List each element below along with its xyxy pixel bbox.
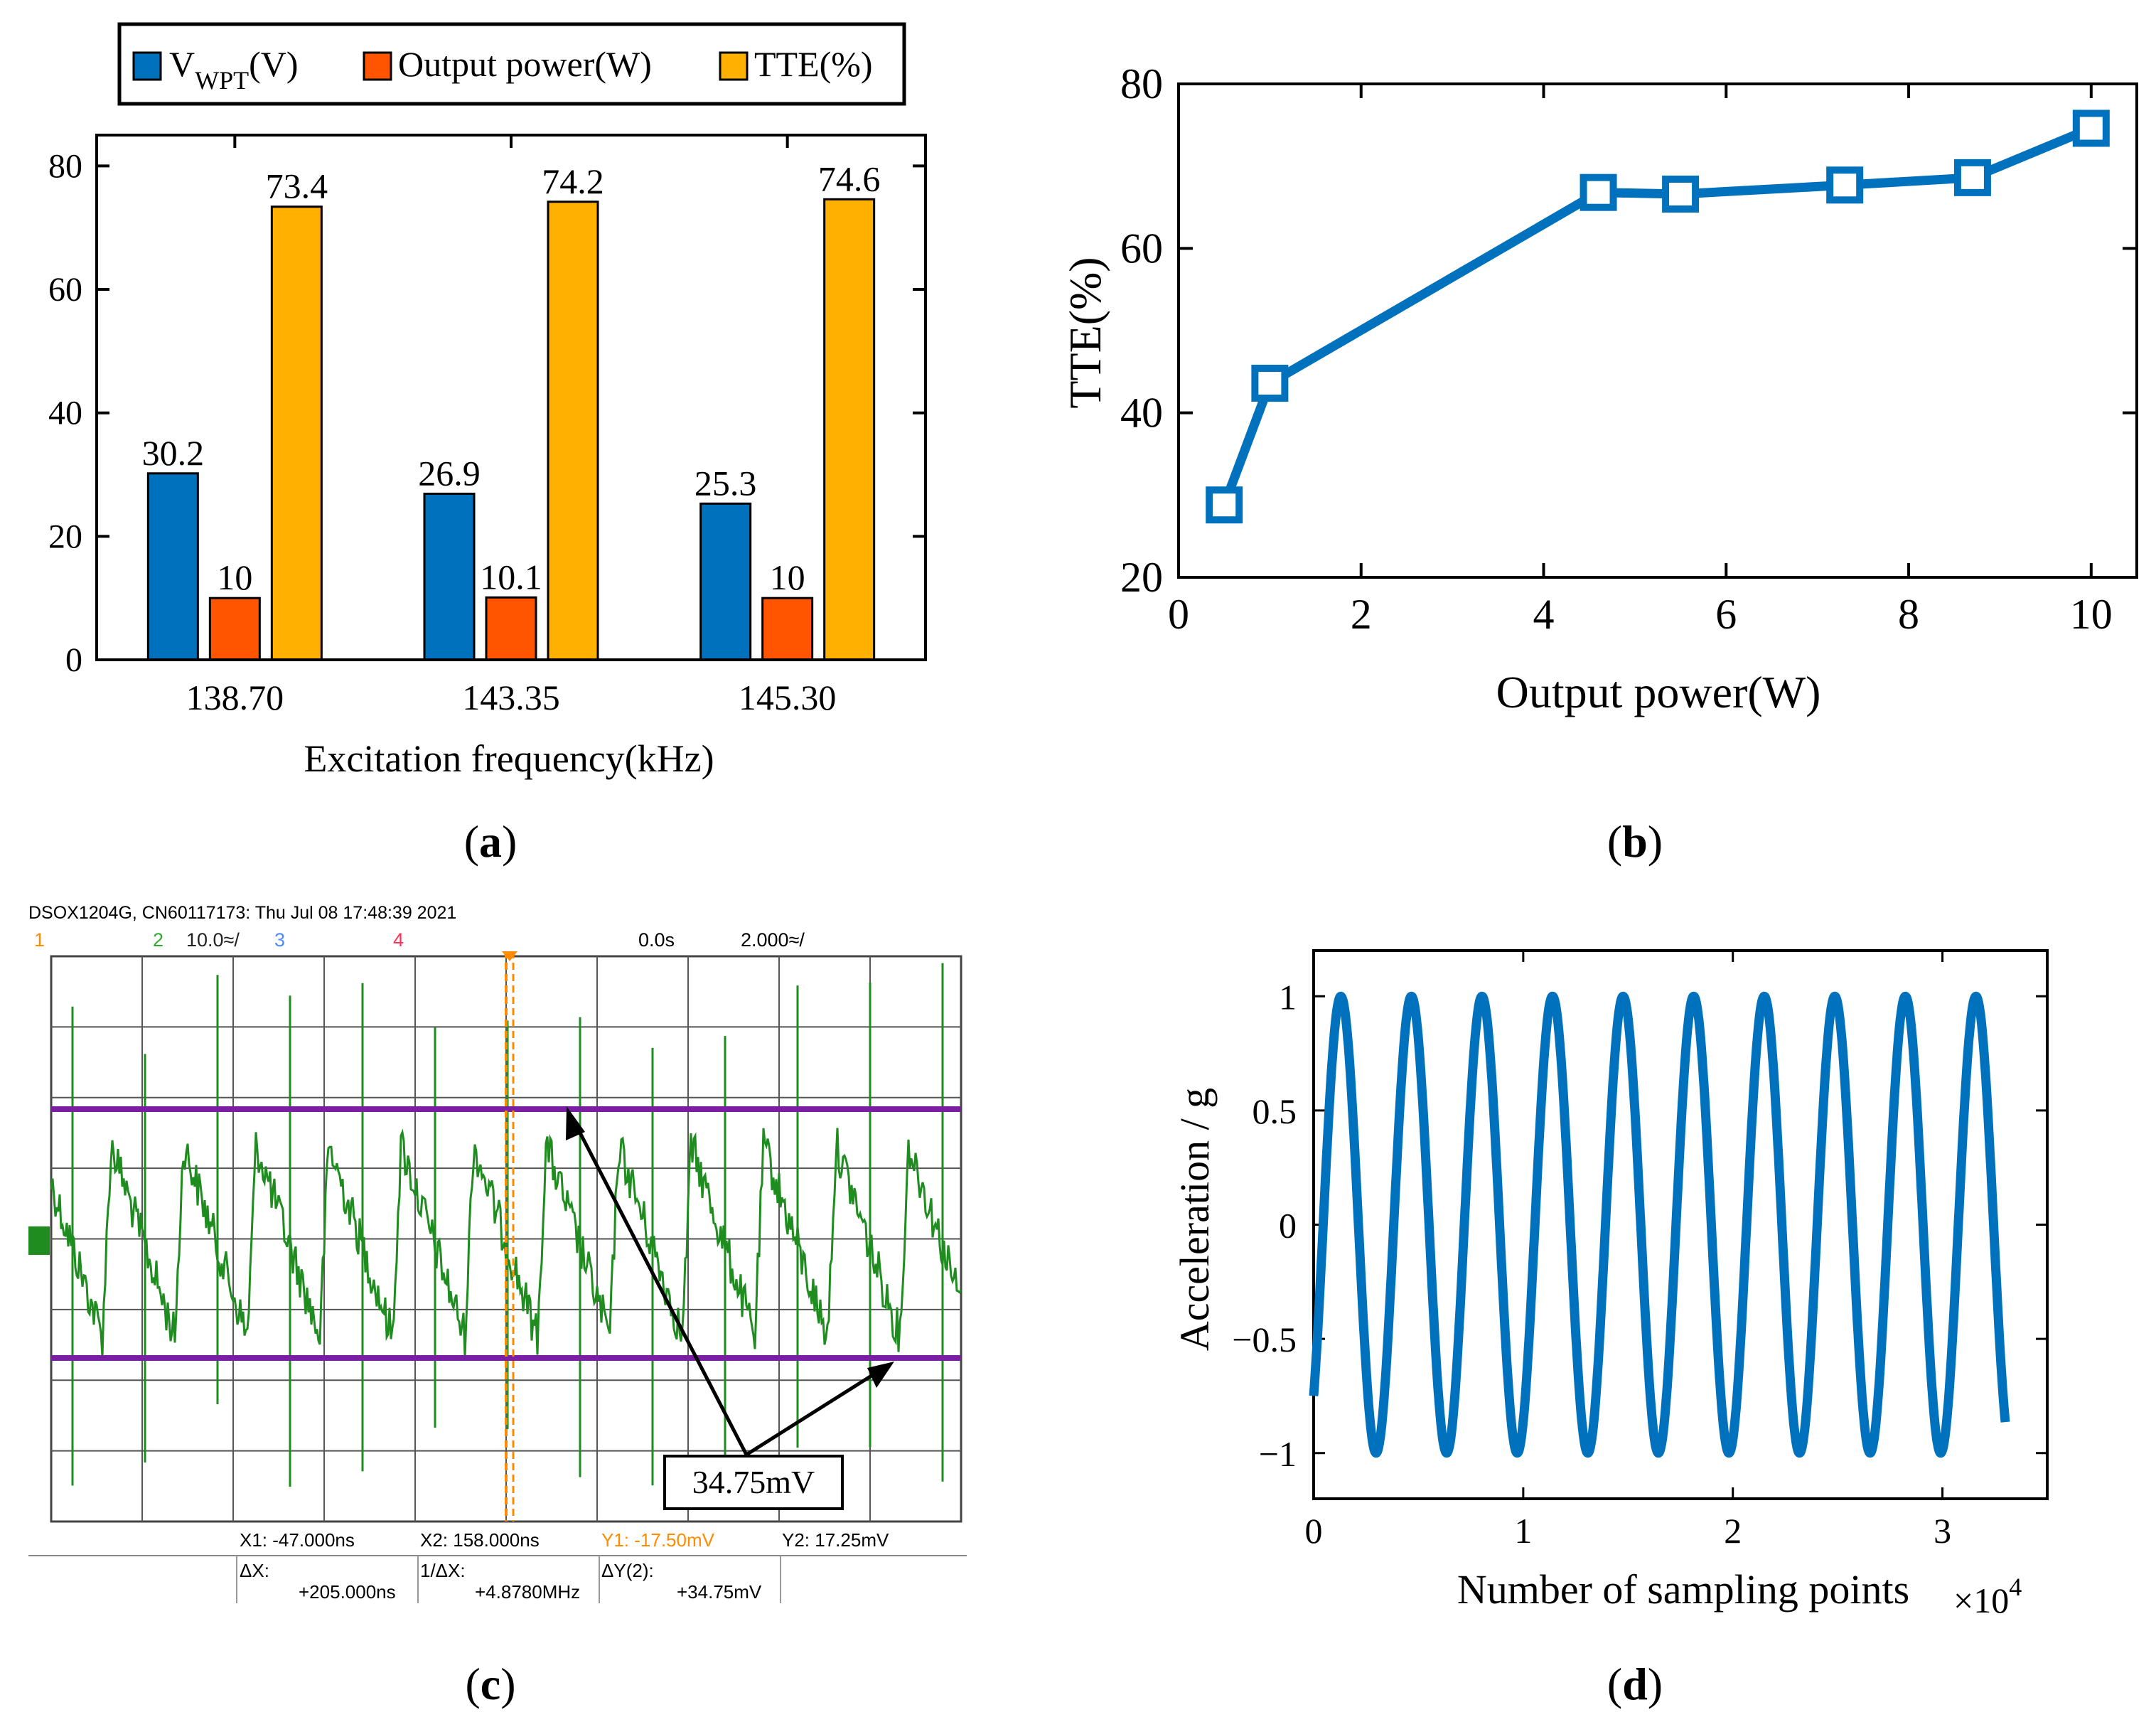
a-bar-label-2-1: 74.2 bbox=[542, 161, 604, 201]
b-point-6 bbox=[2072, 109, 2110, 147]
a-bar-2-0 bbox=[270, 205, 323, 661]
a-legend-swatch-tte bbox=[719, 51, 749, 81]
a-bar-label-1-0: 10 bbox=[217, 557, 252, 597]
d-xtick-label: 3 bbox=[1934, 1511, 1951, 1551]
b-xlabel: Output power(W) bbox=[1496, 667, 1821, 717]
c-scope-header: DSOX1204G, CN60117173: Thu Jul 08 17:48:… bbox=[28, 903, 456, 923]
a-bar-label-0-0: 30.2 bbox=[142, 433, 205, 473]
b-xtick-label: 2 bbox=[1351, 591, 1372, 638]
a-bar-0-1 bbox=[423, 492, 476, 661]
d-series-line bbox=[1309, 991, 2010, 1458]
b-xtick-label: 4 bbox=[1533, 591, 1555, 638]
a-xlabel: Excitation frequency(kHz) bbox=[304, 737, 714, 780]
c-meas-x1: X1: -47.000ns bbox=[240, 1529, 355, 1551]
a-ytick-label: 60 bbox=[48, 271, 82, 309]
a-bar-label-2-2: 74.6 bbox=[818, 159, 881, 198]
a-ytick-label: 80 bbox=[48, 147, 82, 185]
d-xtick-label: 0 bbox=[1305, 1511, 1323, 1551]
panel-c-caption: (c) bbox=[465, 1659, 515, 1709]
d-xtick-label: 2 bbox=[1724, 1511, 1742, 1551]
b-ytick-label: 20 bbox=[1120, 554, 1163, 601]
a-legend-swatch-vwpt bbox=[132, 51, 162, 81]
a-xtick-label: 138.70 bbox=[186, 678, 284, 717]
c-time-offset: 0.0s bbox=[638, 929, 675, 951]
c-channel-1: 2 bbox=[153, 929, 163, 951]
a-ytick-label: 40 bbox=[48, 395, 82, 432]
a-ytick-label: 20 bbox=[48, 518, 82, 555]
c-ripple-label: 34.75mV bbox=[692, 1464, 815, 1500]
a-xtick-label: 145.30 bbox=[739, 678, 837, 717]
b-point-1 bbox=[1251, 365, 1289, 402]
b-point-3 bbox=[1662, 175, 1700, 213]
a-legend-label-tte: TTE(%) bbox=[754, 44, 873, 84]
d-ytick-label: 0.5 bbox=[1253, 1091, 1297, 1131]
panel-d-line-chart: −1 −0.5 0 0.5 1 0 1 2 3 Number of sampling point… bbox=[1171, 949, 2049, 1709]
panel-c-oscilloscope: DSOX1204G, CN60117173: Thu Jul 08 17:48:… bbox=[28, 897, 967, 1709]
a-bar-label-2-0: 73.4 bbox=[266, 166, 328, 206]
b-plot-frame bbox=[1177, 82, 2138, 579]
d-xtick-label: 1 bbox=[1514, 1511, 1532, 1551]
d-ytick-label: 0 bbox=[1279, 1206, 1297, 1246]
a-bar-2-1 bbox=[547, 200, 599, 661]
d-ytick-label: −1 bbox=[1259, 1434, 1297, 1474]
c-meas-dx-value: +205.000ns bbox=[299, 1581, 396, 1603]
d-xexp: ×104 bbox=[1953, 1573, 2022, 1620]
c-meas-invdx-value: +4.8780MHz bbox=[475, 1581, 580, 1603]
c-meas-invdx-label: 1/ΔX: bbox=[420, 1560, 466, 1581]
a-xtick-label: 143.35 bbox=[462, 678, 560, 717]
a-bar-label-0-2: 25.3 bbox=[694, 463, 757, 503]
a-bar-label-1-2: 10 bbox=[770, 557, 805, 597]
c-ripple-annotation: 34.75mV bbox=[566, 1106, 894, 1510]
a-legend-swatch-output bbox=[363, 51, 392, 81]
b-ytick-label: 40 bbox=[1120, 390, 1163, 437]
c-meas-dy-value: +34.75mV bbox=[677, 1581, 762, 1603]
a-bar-label-0-1: 26.9 bbox=[418, 453, 481, 493]
b-xtick-label: 10 bbox=[2070, 591, 2113, 638]
b-xtick-label: 8 bbox=[1898, 591, 1919, 638]
c-channel-4: 4 bbox=[393, 929, 404, 951]
a-bar-1-1 bbox=[485, 596, 537, 661]
c-timebase: 2.000≈/ bbox=[741, 929, 805, 951]
a-bar-1-2 bbox=[761, 597, 814, 661]
b-ylabel: TTE(%) bbox=[1060, 257, 1110, 408]
c-channel-0: 1 bbox=[34, 929, 45, 951]
b-point-0 bbox=[1206, 486, 1243, 524]
c-measurements: X1: -47.000ns X2: 158.000ns Y1: -17.50mV… bbox=[28, 1529, 967, 1603]
a-legend-label-vwpt: VWPT(V) bbox=[169, 44, 299, 95]
panel-d-caption: (d) bbox=[1607, 1659, 1663, 1709]
d-ylabel: Acceleration / g bbox=[1171, 1088, 1218, 1351]
b-ytick-label: 60 bbox=[1120, 225, 1163, 272]
c-meas-dx-label: ΔX: bbox=[240, 1560, 269, 1581]
b-point-5 bbox=[1953, 159, 1991, 196]
c-meas-dy-label: ΔY(2): bbox=[601, 1560, 654, 1581]
d-ytick-label: 1 bbox=[1279, 977, 1297, 1017]
d-xlabel: Number of sampling points bbox=[1457, 1566, 1909, 1613]
b-point-4 bbox=[1826, 166, 1864, 204]
c-meas-y2: Y2: 17.25mV bbox=[782, 1529, 889, 1551]
a-bar-label-1-1: 10.1 bbox=[480, 557, 542, 597]
b-xtick-label: 0 bbox=[1168, 591, 1189, 638]
panel-b-line-chart: 20 40 60 80 0 2 4 6 8 10 Output power(W) TTE(%) (… bbox=[1060, 60, 2138, 867]
c-channel-marker bbox=[28, 1226, 50, 1255]
a-bar-2-2 bbox=[823, 198, 876, 661]
c-meas-y1: Y1: -17.50mV bbox=[601, 1529, 715, 1551]
panel-a-caption: (a) bbox=[464, 816, 517, 867]
c-channel-3: 3 bbox=[274, 929, 285, 951]
a-bar-1-0 bbox=[208, 597, 261, 661]
a-legend-label-output: Output power(W) bbox=[398, 44, 652, 84]
c-meas-x2: X2: 158.000ns bbox=[420, 1529, 540, 1551]
c-channel-2: 10.0≈/ bbox=[186, 929, 240, 951]
a-legend: VWPT(V) Output power(W) TTE(%) bbox=[117, 22, 906, 106]
a-bar-0-0 bbox=[146, 472, 199, 661]
panel-b-caption: (b) bbox=[1607, 816, 1663, 867]
d-ytick-label: −0.5 bbox=[1232, 1320, 1297, 1359]
c-trigger-marker bbox=[502, 951, 517, 961]
panel-a-bar-chart: VWPT(V) Output power(W) TTE(%) 30.2 10 73.… bbox=[48, 22, 927, 867]
b-xtick-label: 6 bbox=[1715, 591, 1737, 638]
a-bar-0-2 bbox=[699, 502, 752, 661]
a-ytick-label: 0 bbox=[65, 641, 82, 679]
b-point-2 bbox=[1580, 173, 1617, 211]
b-ytick-label: 80 bbox=[1120, 60, 1163, 107]
